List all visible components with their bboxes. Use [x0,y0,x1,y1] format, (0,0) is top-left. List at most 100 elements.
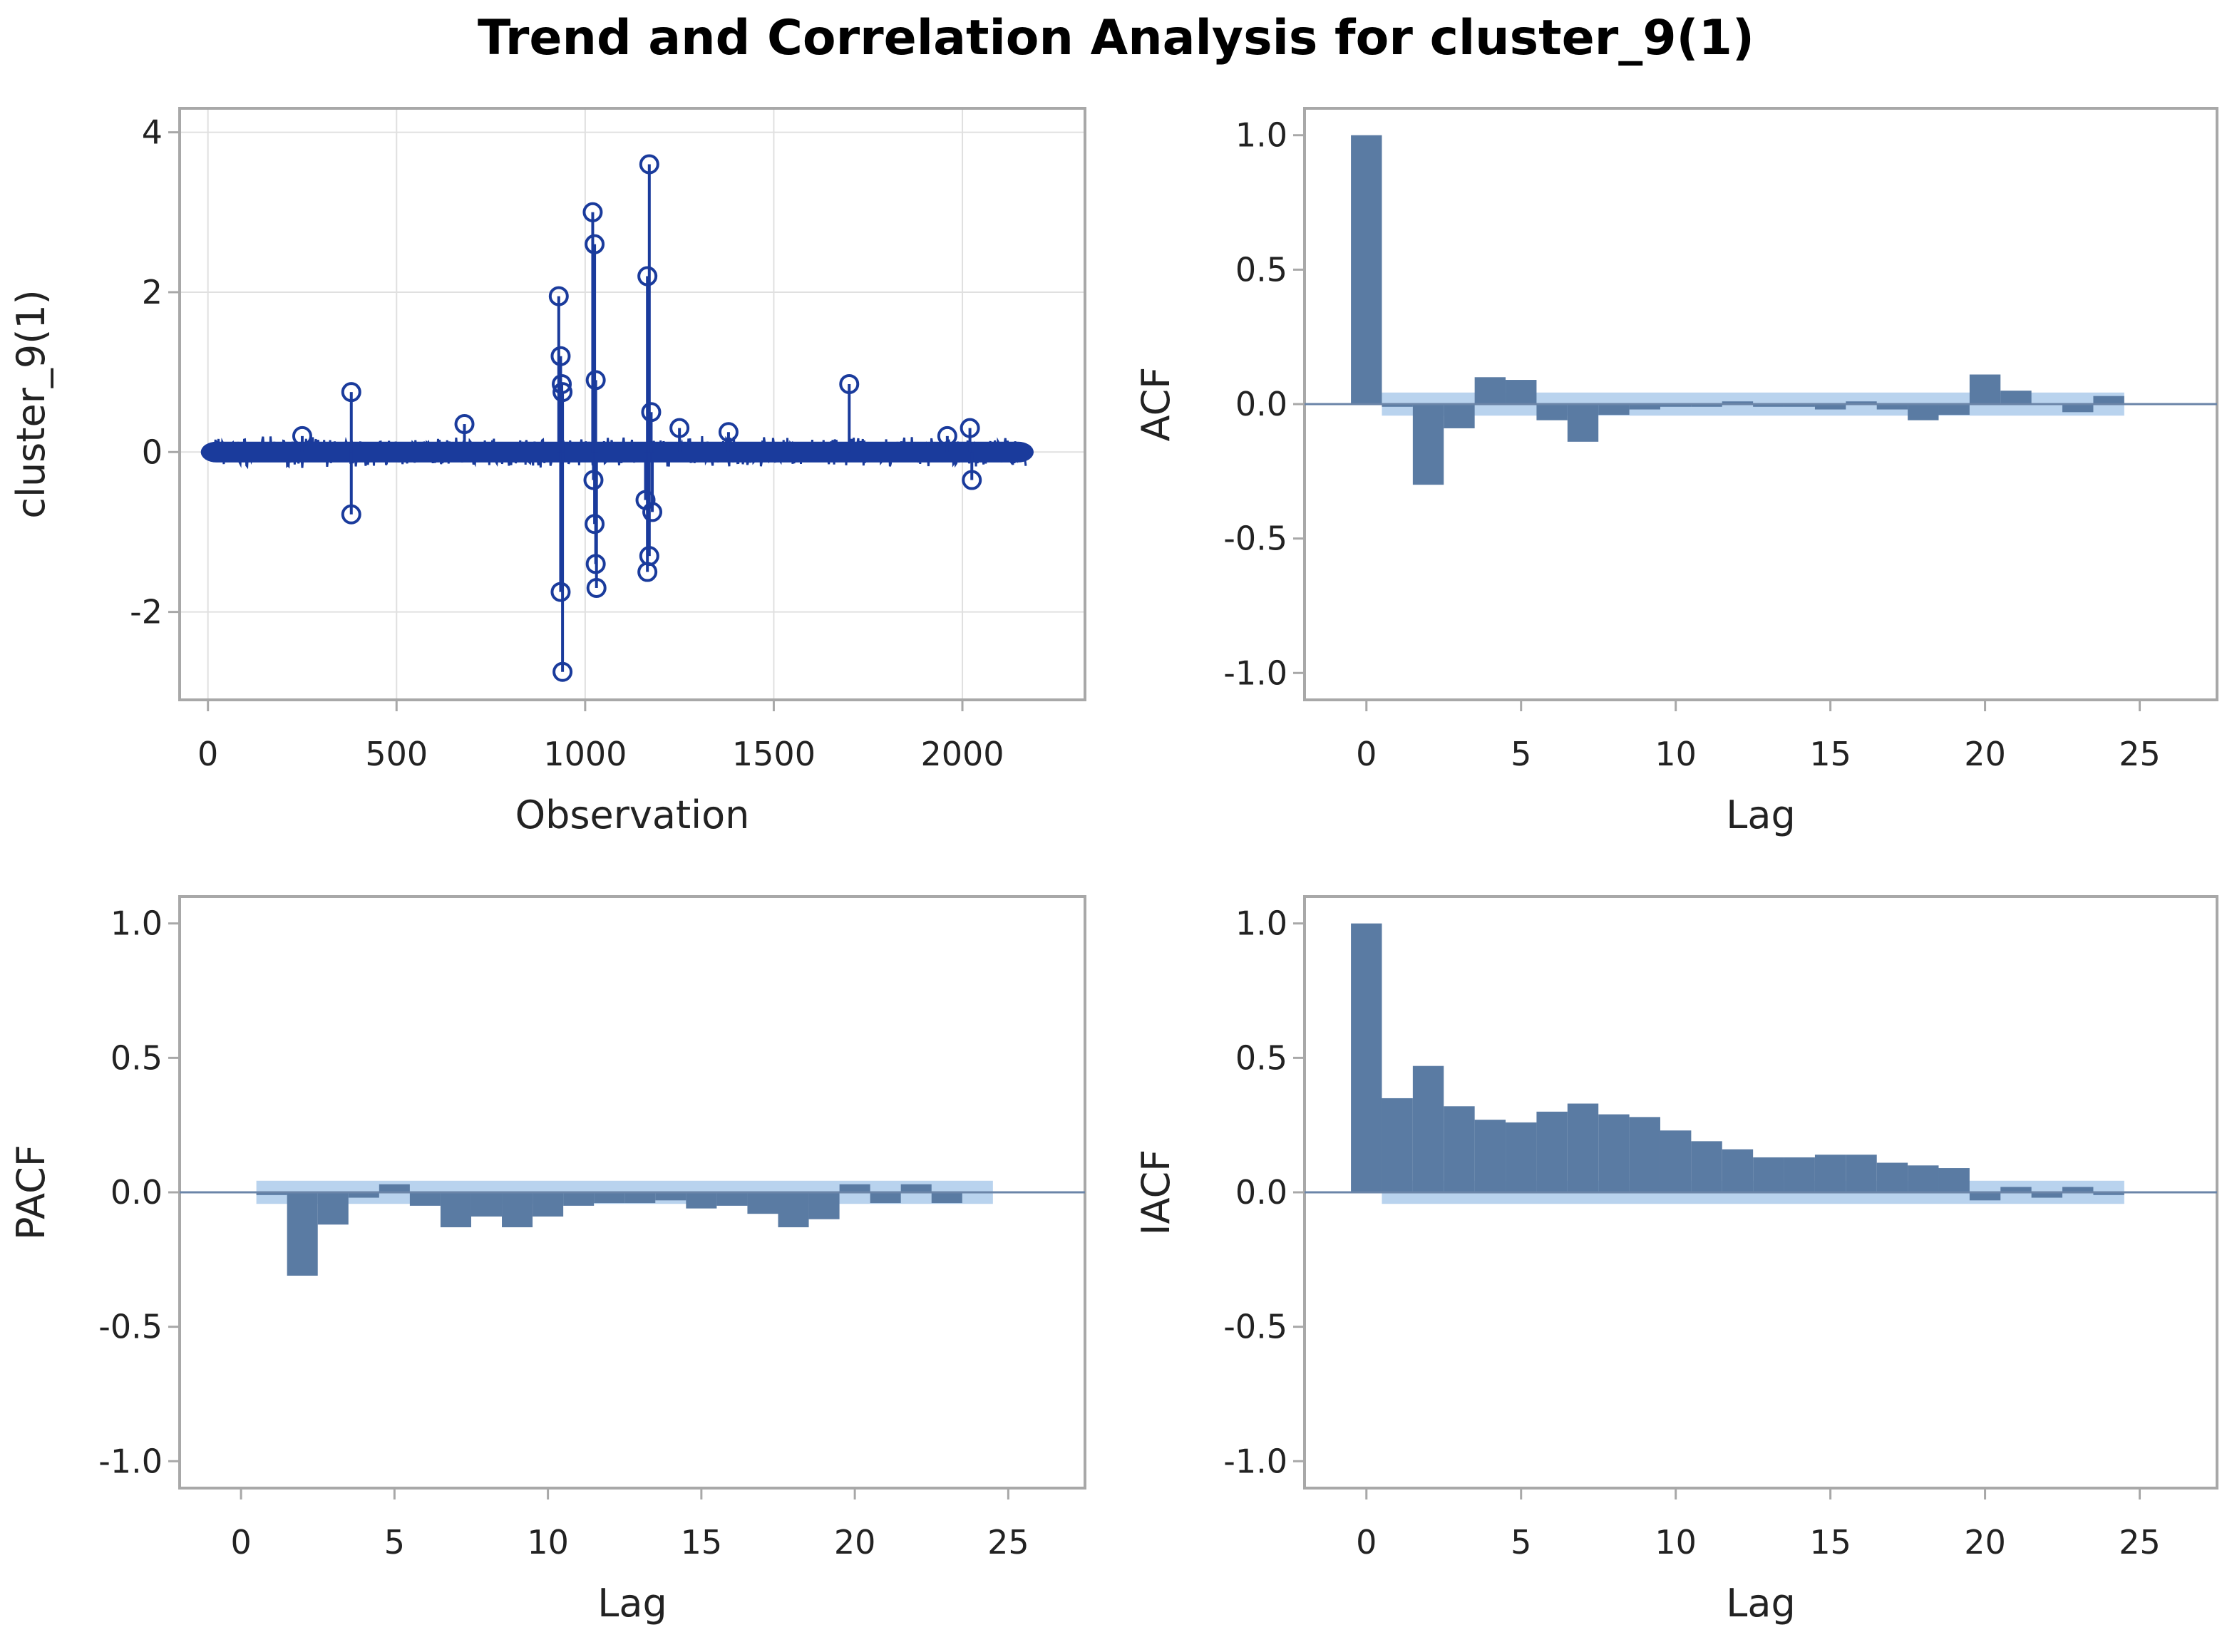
y-tick-label: 2 [142,273,163,311]
bar-lag-22 [2031,1192,2063,1198]
data-point [639,546,659,567]
bar-lag-3 [1444,1106,1475,1192]
chart-title: Trend and Correlation Analysis for clust… [477,10,1755,66]
bar-lag-0 [1351,923,1382,1192]
bar-lag-19 [1938,1168,1970,1192]
bar-lag-20 [839,1184,870,1192]
x-tick-label: 5 [1511,1523,1531,1561]
bar-lag-1 [1382,1098,1413,1192]
y-tick-label: -0.5 [1223,520,1287,558]
y-axis-title: IACF [1133,1150,1178,1236]
x-tick-label: 25 [2119,735,2161,773]
bar-lag-18 [778,1192,809,1228]
data-point [585,234,605,254]
y-tick-label: -2 [130,593,163,631]
data-point [639,154,659,175]
data-point [552,382,573,403]
x-tick-label: 25 [987,1523,1029,1561]
bar-lag-3 [317,1192,349,1225]
data-point [582,202,603,222]
pacf-panel: 0 5 10 15 20 25 -1.0 -0.5 0.0 0.5 1.0 Lag PACF [9,895,1086,1626]
x-tick-label: 5 [384,1523,405,1561]
bar-lag-21 [870,1192,901,1204]
x-tick-label: 25 [2119,1523,2161,1561]
y-tick-label: 0.5 [110,1038,163,1077]
data-point [669,418,690,438]
data-point [341,504,361,525]
x-tick-label: 15 [681,1523,723,1561]
bar-lag-15 [1814,1155,1846,1192]
y-tick-label: 0.0 [1235,385,1287,423]
bar-lag-11 [563,1192,595,1206]
bar-lag-7 [1567,404,1599,442]
bar-lag-16 [1846,401,1877,404]
data-point [548,286,569,306]
x-tick-label: 0 [1356,735,1377,773]
bar-lag-6 [1536,1111,1568,1192]
bar-lag-13 [1753,1157,1784,1192]
marker-band [200,441,1034,463]
bar-lag-7 [440,1192,471,1228]
bar-lag-22 [900,1184,932,1192]
y-axis-title: ACF [1133,367,1178,442]
data-point [642,502,663,522]
x-axis-title: Observation [515,793,750,837]
bar-lag-0 [1351,135,1382,404]
x-tick-label: 20 [834,1523,876,1561]
data-point [937,425,957,446]
bar-lag-16 [716,1192,748,1206]
bar-lag-12 [594,1192,625,1204]
data-point [637,266,658,286]
bar-lag-8 [1598,1114,1630,1192]
bar-lag-5 [1506,1122,1537,1192]
data-point [718,422,739,443]
data-point [292,425,312,446]
bar-lag-4 [348,1192,379,1198]
bar-lag-19 [808,1192,840,1219]
bar-lag-20 [1969,1192,2001,1201]
iacf-panel: 0 5 10 15 20 25 -1.0 -0.5 0.0 0.5 1.0 Lag IACF [1133,895,2218,1626]
trend-panel: 0 500 1000 1500 2000 -2 0 2 4 Observation cluster_… [9,107,1086,837]
bar-lag-9 [1629,1117,1660,1192]
bar-lag-5 [379,1184,410,1192]
bar-lag-11 [1691,404,1722,407]
bar-lag-15 [1814,404,1846,410]
x-tick-label: 10 [1655,1523,1697,1561]
x-tick-label: 15 [1809,735,1851,773]
x-tick-label: 0 [230,1523,251,1561]
bar-lag-21 [2000,391,2032,404]
y-tick-label: 0.5 [1235,1038,1287,1077]
x-tick-label: 20 [1964,735,2006,773]
bar-lag-7 [1567,1103,1599,1192]
bar-lag-13 [1753,404,1784,407]
bar-lag-14 [1784,404,1815,407]
bar-lag-4 [1474,1120,1506,1192]
data-point [341,382,361,403]
bar-lag-16 [1846,1155,1877,1192]
bar-lag-6 [1536,404,1568,420]
bar-lag-15 [686,1192,717,1209]
data-point [641,402,662,423]
y-tick-label: 1.0 [1235,904,1287,943]
bar-lag-10 [1660,1130,1692,1192]
y-tick-label: 1.0 [1235,116,1287,155]
bar-lag-2 [1412,404,1444,485]
bar-lag-14 [1784,1157,1815,1192]
x-tick-label: 0 [1356,1523,1377,1561]
bar-lag-18 [1908,404,1939,420]
bar-lag-12 [1722,401,1754,404]
bar-lag-17 [1876,1162,1908,1192]
x-tick-label: 500 [365,735,428,773]
y-tick-label: -1.0 [98,1442,163,1480]
x-tick-label: 5 [1511,735,1531,773]
bar-lag-2 [1412,1065,1444,1192]
bar-lag-1 [256,1192,287,1195]
bar-lag-19 [1938,404,1970,415]
bar-lag-8 [1598,404,1630,415]
bar-lag-24 [2093,1192,2124,1195]
y-tick-label: -1.0 [1223,1442,1287,1480]
data-point [454,414,475,435]
bar-lag-4 [1474,377,1506,404]
bar-lag-9 [502,1192,533,1228]
y-tick-label: -0.5 [1223,1308,1287,1346]
